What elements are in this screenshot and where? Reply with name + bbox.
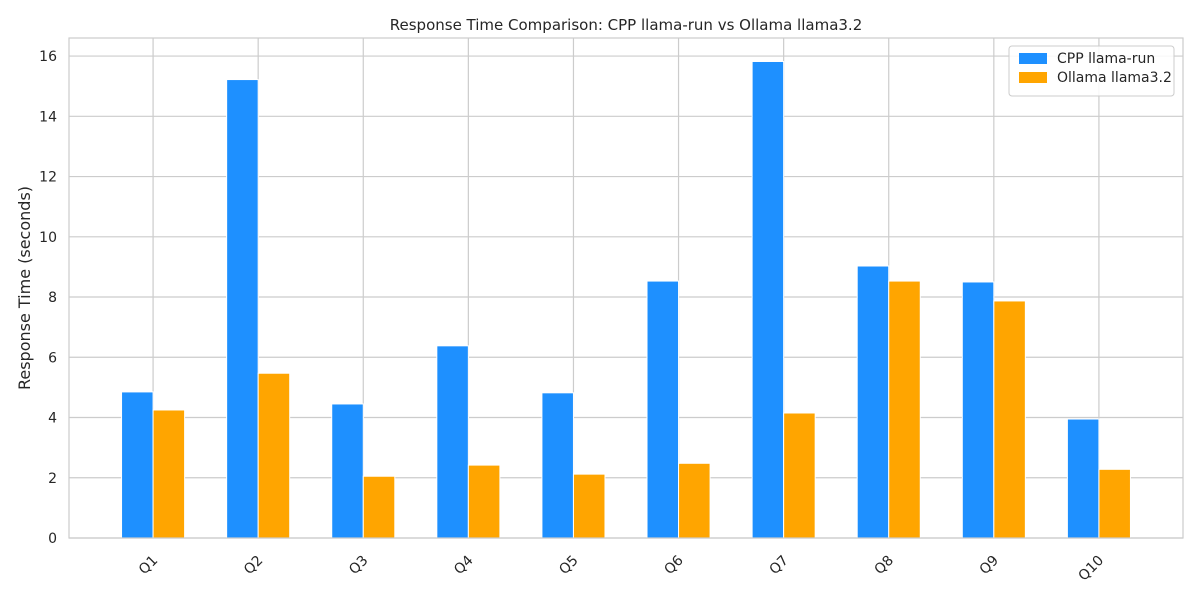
- bar-ollama-q6: [678, 462, 711, 539]
- bar-cpp-q5: [541, 392, 574, 539]
- bar-ollama-q10: [1098, 468, 1131, 539]
- y-tick-label: 6: [48, 350, 57, 366]
- x-tick-label: Q8: [872, 553, 897, 578]
- y-tick-label: 10: [39, 230, 57, 246]
- y-tick-label: 4: [48, 411, 57, 427]
- bar-ollama-q8: [888, 280, 921, 539]
- bar-cpp-q9: [961, 281, 995, 539]
- y-tick-label: 8: [48, 290, 57, 306]
- x-tick-label: Q5: [556, 553, 581, 578]
- x-tick-label: Q2: [241, 553, 266, 578]
- x-tick-label: Q6: [661, 553, 686, 578]
- legend-label: Ollama llama3.2: [1057, 70, 1172, 86]
- x-tick-label: Q10: [1075, 553, 1107, 585]
- bar-ollama-q3: [362, 475, 396, 539]
- y-tick-label: 16: [39, 49, 57, 65]
- x-tick-label: Q9: [977, 553, 1002, 578]
- bar-cpp-q4: [436, 345, 469, 539]
- bar-cpp-q7: [751, 60, 785, 539]
- y-tick-label: 14: [39, 109, 57, 125]
- legend-swatch: [1019, 72, 1047, 83]
- y-axis-label: Response Time (seconds): [15, 186, 34, 390]
- x-tick-label: Q3: [346, 553, 371, 578]
- chart-title: Response Time Comparison: CPP llama-run …: [390, 16, 863, 34]
- bar-cpp-q3: [331, 403, 364, 539]
- legend-box: [1008, 45, 1175, 97]
- y-tick-labels: 0 2 4 6 8 10 12 14 16: [39, 49, 57, 547]
- bar-ollama-q5: [572, 473, 606, 539]
- bar-ollama-q7: [783, 412, 816, 539]
- x-tick-label: Q7: [766, 553, 791, 578]
- bar-cpp-q10: [1066, 418, 1100, 539]
- x-tick-labels: Q1 Q2 Q3 Q4 Q5 Q6 Q7 Q8 Q9 Q10: [136, 553, 1107, 585]
- bar-cpp-q8: [856, 265, 890, 539]
- x-tick-label: Q1: [136, 553, 161, 578]
- bar-ollama-q4: [467, 464, 501, 539]
- legend: CPP llama-run Ollama llama3.2: [1008, 45, 1175, 97]
- bar-cpp-q2: [226, 79, 259, 539]
- bars: [121, 60, 1131, 539]
- legend-swatch: [1019, 53, 1047, 64]
- legend-label: CPP llama-run: [1057, 51, 1155, 67]
- bar-ollama-q9: [993, 300, 1026, 539]
- bar-ollama-q2: [257, 372, 291, 539]
- x-tick-label: Q4: [451, 553, 476, 578]
- plot-frame: [68, 37, 1184, 539]
- y-tick-label: 12: [39, 170, 57, 186]
- bar-ollama-q1: [152, 409, 186, 539]
- bar-cpp-q1: [121, 391, 154, 539]
- y-tick-label: 0: [48, 531, 57, 547]
- bar-cpp-q6: [646, 280, 680, 539]
- y-tick-label: 2: [48, 471, 57, 487]
